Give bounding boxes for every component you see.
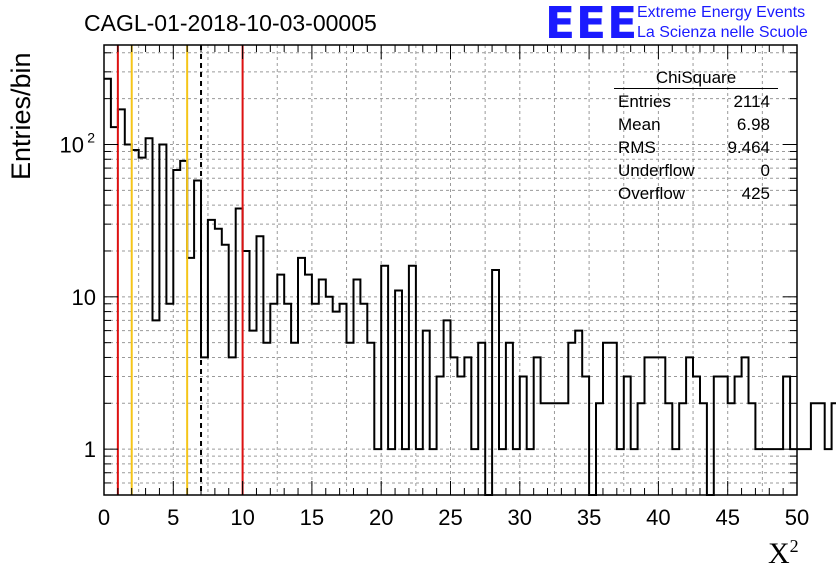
stats-box: ChiSquare Entries 2114 Mean 6.98 RMS 9.464 … bbox=[614, 68, 778, 205]
stats-value: 9.464 bbox=[727, 138, 770, 157]
eee-logo: EEE bbox=[545, 0, 639, 49]
histogram-series bbox=[104, 77, 836, 496]
y-tick-label: 1 bbox=[84, 437, 96, 462]
x-axis-label: X2 bbox=[768, 536, 799, 571]
stats-label: Entries bbox=[618, 92, 671, 111]
x-tick-label: 50 bbox=[785, 505, 809, 530]
stats-label: Overflow bbox=[618, 184, 686, 203]
x-tick-label: 20 bbox=[369, 505, 393, 530]
x-tick-label: 35 bbox=[577, 505, 601, 530]
stats-value: 6.98 bbox=[736, 115, 770, 134]
logo-caption-line1: Extreme Energy Events bbox=[637, 4, 806, 21]
y-tick-label: 10 bbox=[72, 285, 96, 310]
stats-row-rms: RMS 9.464 bbox=[614, 136, 778, 159]
stats-row-underflow: Underflow 0 bbox=[614, 159, 778, 182]
x-tick-label: 30 bbox=[508, 505, 532, 530]
chart-title: CAGL-01-2018-10-03-00005 bbox=[84, 10, 377, 36]
x-tick-label: 40 bbox=[646, 505, 670, 530]
stats-row-overflow: Overflow 425 bbox=[614, 182, 778, 205]
x-tick-label: 0 bbox=[98, 505, 110, 530]
logo-caption-line2: La Scienza nelle Scuole bbox=[637, 24, 808, 41]
stats-label: Underflow bbox=[618, 161, 695, 180]
stats-row-mean: Mean 6.98 bbox=[614, 113, 778, 136]
x-tick-label: 5 bbox=[167, 505, 179, 530]
stats-value: 2114 bbox=[733, 92, 770, 111]
x-tick-label: 45 bbox=[715, 505, 739, 530]
x-tick-label: 25 bbox=[438, 505, 462, 530]
y-tick-label: 10 bbox=[60, 132, 84, 157]
stats-value: 0 bbox=[760, 161, 770, 180]
x-tick-label: 10 bbox=[230, 505, 254, 530]
stats-label: RMS bbox=[618, 138, 656, 157]
x-axis-label-superscript: 2 bbox=[789, 536, 799, 556]
y-tick-label-exponent: 2 bbox=[87, 129, 95, 145]
stats-title: ChiSquare bbox=[614, 68, 778, 89]
stats-value: 425 bbox=[741, 184, 770, 203]
x-axis-label-base: X bbox=[768, 537, 790, 570]
stats-label: Mean bbox=[618, 115, 661, 134]
stats-row-entries: Entries 2114 bbox=[614, 90, 778, 113]
y-axis-label: Entries/bin bbox=[6, 52, 36, 180]
x-tick-label: 15 bbox=[300, 505, 324, 530]
